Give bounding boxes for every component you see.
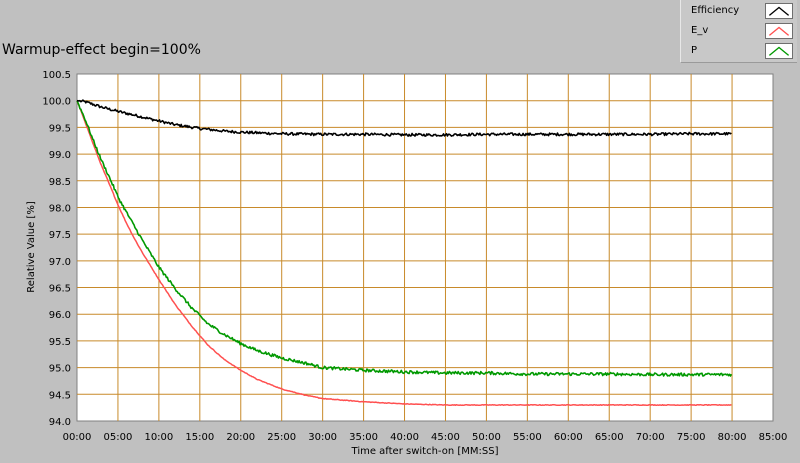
y-tick-label: 95.0 [49, 364, 71, 375]
y-tick-label: 94.5 [49, 390, 71, 401]
chart-title: Warmup-effect begin=100% [2, 42, 201, 58]
x-tick-label: 25:00 [267, 432, 296, 443]
series-line-efficiency [76, 99, 732, 137]
series-line-p [76, 100, 733, 377]
y-tick-label: 99.0 [49, 150, 71, 161]
series-line-e-v [76, 100, 732, 407]
x-tick-label: 70:00 [636, 432, 665, 443]
y-tick-label: 96.5 [49, 284, 71, 295]
y-tick-label: 98.0 [49, 203, 71, 214]
y-axis-title: Relative Value [%] [26, 201, 37, 293]
legend-item-e-v[interactable]: E_v [689, 22, 793, 40]
legend-label-efficiency: Efficiency [691, 5, 740, 16]
legend-swatch-efficiency-icon [765, 3, 793, 19]
y-tick-label: 94.0 [49, 417, 71, 428]
x-tick-label: 15:00 [185, 432, 214, 443]
x-tick-label: 05:00 [104, 432, 133, 443]
y-tick-label: 99.5 [49, 123, 71, 134]
legend-label-p: P [691, 45, 698, 56]
x-tick-label: 20:00 [226, 432, 255, 443]
x-tick-label: 65:00 [595, 432, 624, 443]
x-tick-label: 55:00 [513, 432, 542, 443]
y-tick-label: 100.5 [42, 70, 71, 81]
legend-label-e-v: E_v [691, 25, 709, 36]
y-tick-label: 100.0 [42, 97, 71, 108]
x-tick-label: 80:00 [718, 432, 747, 443]
x-tick-label: 60:00 [554, 432, 583, 443]
x-tick-label: 50:00 [472, 432, 501, 443]
legend: Efficiency E_v P [680, 0, 797, 63]
x-tick-label: 00:00 [63, 432, 92, 443]
y-tick-label: 98.5 [49, 177, 71, 188]
y-tick-label: 95.5 [49, 337, 71, 348]
plot-area[interactable] [76, 73, 774, 422]
x-tick-label: 85:00 [759, 432, 788, 443]
y-tick-label: 96.0 [49, 310, 71, 321]
x-tick-label: 35:00 [349, 432, 378, 443]
x-tick-label: 30:00 [308, 432, 337, 443]
grid [77, 74, 773, 421]
legend-swatch-e-v-icon [765, 23, 793, 39]
x-tick-label: 75:00 [677, 432, 706, 443]
x-tick-label: 40:00 [390, 432, 419, 443]
x-axis-title: Time after switch-on [MM:SS] [351, 446, 499, 457]
x-tick-label: 10:00 [144, 432, 173, 443]
legend-item-p[interactable]: P [689, 42, 793, 60]
y-tick-label: 97.0 [49, 257, 71, 268]
x-axis-ticks: 00:00 05:00 10:00 15:00 20:00 25:00 30:00 35:00… [63, 432, 788, 443]
y-axis-ticks: 94.0 94.5 95.0 95.5 96.0 96.5 97.0 97.5 98.0 98.5… [42, 70, 71, 428]
legend-swatch-p-icon [765, 43, 793, 59]
legend-item-efficiency[interactable]: Efficiency [689, 2, 793, 20]
series-layer [76, 99, 733, 407]
y-tick-label: 97.5 [49, 230, 71, 241]
x-tick-label: 45:00 [431, 432, 460, 443]
